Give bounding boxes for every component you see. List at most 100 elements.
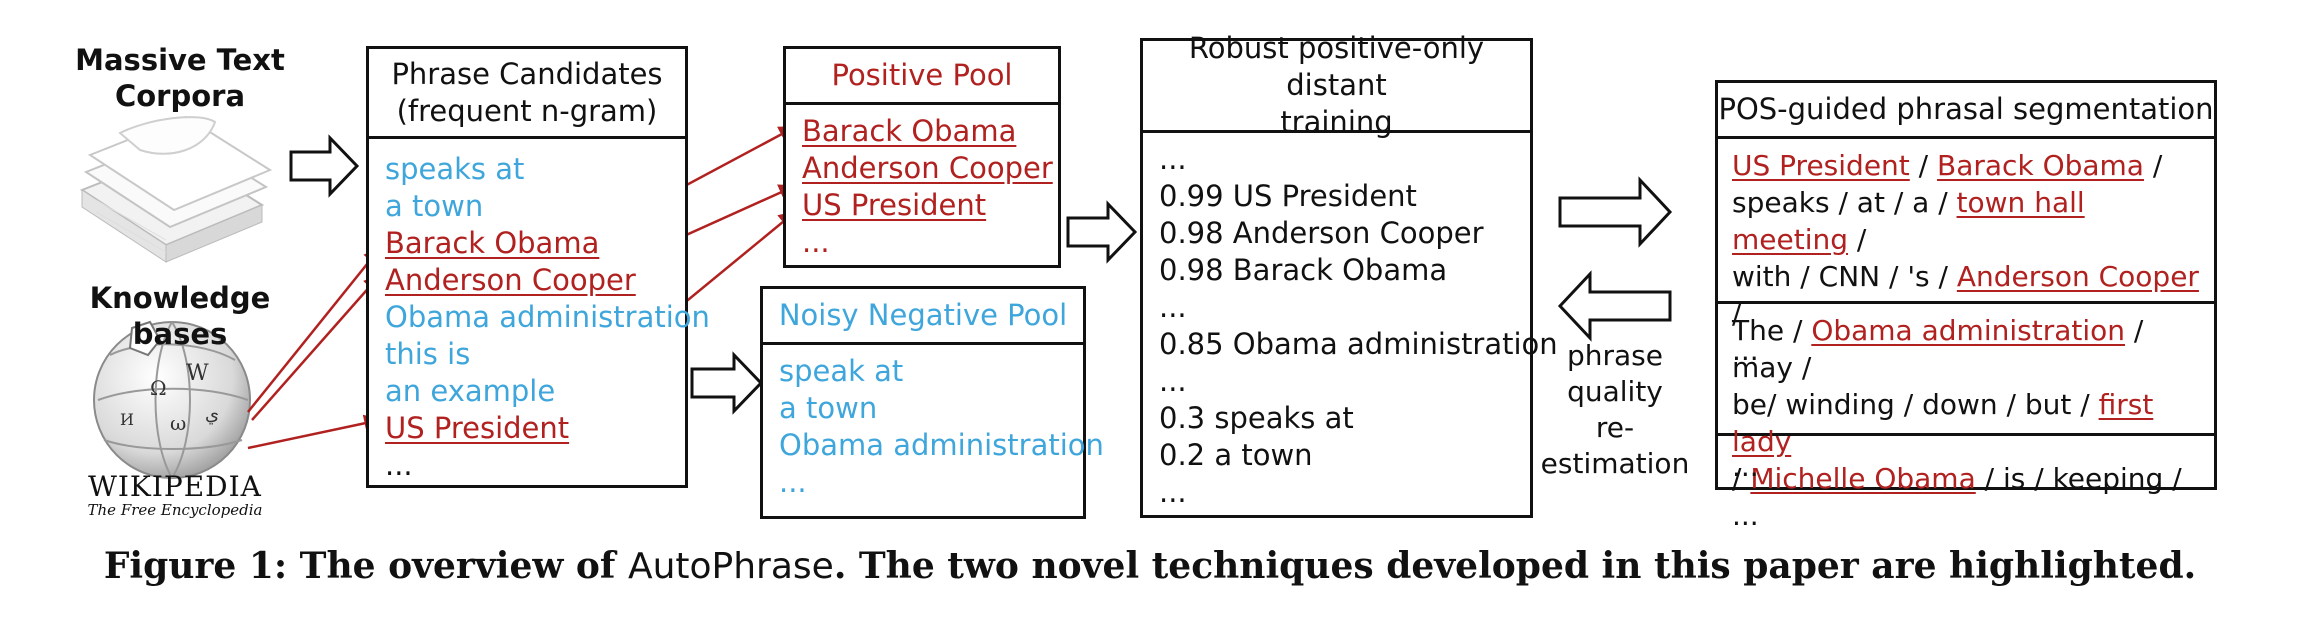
figure-caption: Figure 1: The overview of AutoPhrase. Th… — [0, 545, 2300, 587]
seg-token: / is / keeping / ... — [1732, 462, 2182, 532]
seg-token: / — [1732, 297, 1742, 330]
negative-pool-title-text: Noisy Negative Pool — [778, 298, 1068, 332]
svg-text:И: И — [120, 410, 134, 429]
reestimation-line1: phrase quality — [1566, 339, 1663, 408]
negative-pool-list: speak at a town Obama administration ... — [763, 345, 1104, 501]
seg-phrase: Michelle Obama — [1750, 462, 1976, 495]
segmentation-box: POS-guided phrasal segmentation US Presi… — [1715, 80, 2217, 532]
kb-label: Knowledge bases — [40, 280, 320, 352]
candidate-item: Anderson Cooper — [385, 263, 636, 297]
negative-pool-box: Noisy Negative Pool speak at a town Obam… — [760, 286, 1104, 519]
phrase-candidates-title: Phrase Candidates (frequent n-gram) — [369, 49, 685, 139]
training-score-item: 0.98 Anderson Cooper — [1159, 216, 1484, 250]
training-title: Robust positive-only distant training — [1143, 31, 1530, 139]
reestimation-label: phrase quality re-estimation — [1535, 338, 1695, 482]
kb-label-text: Knowledge bases — [89, 281, 271, 351]
seg-token: / may / — [1732, 314, 2144, 384]
training-score-item: 0.98 Barack Obama — [1159, 253, 1448, 287]
seg-token: / — [2143, 149, 2163, 182]
wikipedia-wordmark: WIKIPEDIA The Free Encyclopedia — [80, 470, 270, 519]
seg-phrase: Barack Obama — [1937, 149, 2144, 182]
seg-phrase: Obama administration — [1811, 314, 2125, 347]
phrase-candidates-box: Phrase Candidates (frequent n-gram) spea… — [366, 46, 710, 488]
segmentation-title-text: POS-guided phrasal segmentation — [1718, 92, 2214, 126]
training-box: Robust positive-only distant training ..… — [1140, 31, 1558, 518]
wikipedia-globe-icon: Ω W И ω ي — [93, 320, 251, 479]
segmentation-example-2: The / Obama administration / may / be/ w… — [1718, 304, 2214, 532]
svg-text:W: W — [186, 361, 209, 386]
training-title-line1: Robust positive-only distant — [1188, 31, 1485, 102]
seg-phrase: first lady — [1732, 388, 2154, 458]
pools-to-training-arrow — [1066, 200, 1138, 264]
negative-item: speak at — [779, 354, 904, 388]
caption-system-name: AutoPhrase — [627, 546, 834, 587]
training-score-item: ... — [1159, 364, 1187, 398]
seg-token: The / — [1732, 314, 1812, 347]
training-score-item: 0.3 speaks at — [1159, 401, 1354, 435]
phrase-candidates-title-line2: (frequent n-gram) — [396, 93, 658, 128]
caption-prefix: Figure 1: The overview of — [103, 545, 628, 587]
candidate-item: ... — [385, 448, 413, 482]
reestimation-line2: re-estimation — [1540, 411, 1690, 480]
kb-link-barack-obama — [247, 246, 382, 413]
seg-phrase: US President — [1732, 149, 1910, 182]
corpus-to-candidates-arrow — [289, 134, 360, 198]
training-score-item: 0.2 a town — [1159, 438, 1313, 472]
training-score-item: 0.99 US President — [1159, 179, 1417, 213]
caption-suffix: . The two novel techniques developed in … — [833, 545, 2197, 587]
svg-text:Ω: Ω — [150, 376, 167, 400]
candidate-item: Barack Obama — [385, 226, 600, 260]
corpus-label: Massive Text Corpora — [60, 42, 300, 114]
training-to-segmentation-arrow — [1558, 176, 1673, 248]
candidate-item: speaks at — [385, 152, 525, 186]
negative-item: ... — [779, 465, 807, 499]
phrase-candidates-title-line1: Phrase Candidates — [391, 56, 663, 91]
seg-phrase: Anderson Cooper — [1956, 260, 2199, 293]
seg-phrase: town hall meeting — [1732, 186, 2085, 256]
seg-token: / — [1909, 149, 1938, 182]
kb-link-us-president — [247, 414, 382, 450]
candidate-item: an example — [385, 374, 556, 408]
seg-token: / — [1732, 462, 1751, 495]
candidate-item: Obama administration — [385, 300, 710, 334]
positive-item: Anderson Cooper — [802, 151, 1053, 185]
seg-token: ... — [1732, 450, 1759, 483]
corpus-label-line1: Massive Text — [75, 43, 285, 77]
seg-token: speaks / at / a / — [1732, 186, 1957, 219]
seg-token: be/ winding / down / but / — [1732, 388, 2099, 421]
corpus-label-line2: Corpora — [114, 79, 246, 113]
candidate-item: a town — [385, 189, 484, 223]
positive-pool-title-text: Positive Pool — [831, 58, 1013, 92]
positive-pool-title: Positive Pool — [786, 49, 1058, 105]
kb-link-anderson-cooper — [251, 273, 382, 421]
training-score-item: ... — [1159, 290, 1187, 324]
training-score-item: 0.85 Obama administration — [1159, 327, 1558, 361]
candidate-item: US President — [385, 411, 570, 445]
training-title-line2: training — [1280, 105, 1393, 139]
seg-token: / — [1848, 223, 1867, 256]
wikipedia-tagline: The Free Encyclopedia — [87, 501, 263, 519]
svg-text:ي: ي — [205, 404, 219, 425]
candidate-item: this is — [385, 337, 471, 371]
wikipedia-wordmark-text: WIKIPEDIA — [88, 470, 262, 503]
phrase-candidates-list: speaks at a town Barack Obama Anderson C… — [369, 139, 710, 484]
training-score-item: ... — [1159, 142, 1187, 176]
positive-item: US President — [802, 188, 987, 222]
negative-item: a town — [779, 391, 878, 425]
seg-token: ... — [1732, 334, 1759, 367]
positive-item: ... — [802, 225, 830, 259]
training-score-item: ... — [1159, 475, 1187, 509]
positive-pool-list: Barack Obama Anderson Cooper US Presiden… — [786, 105, 1058, 261]
segmentation-example-1: US President / Barack Obama / speaks / a… — [1718, 139, 2214, 367]
training-score-list: ... 0.99 US President 0.98 Anderson Coop… — [1143, 133, 1558, 511]
negative-pool-title: Noisy Negative Pool — [763, 289, 1083, 345]
paper-stack-icon — [79, 115, 273, 263]
candidates-to-negative-arrow — [690, 351, 764, 415]
negative-item: Obama administration — [779, 428, 1104, 462]
svg-text:ω: ω — [170, 411, 186, 435]
seg-token: with / CNN / 's / — [1732, 260, 1957, 293]
reestimation-back-arrow — [1557, 270, 1672, 342]
positive-item: Barack Obama — [802, 114, 1017, 148]
segmentation-example-3: ... — [1718, 436, 2214, 493]
